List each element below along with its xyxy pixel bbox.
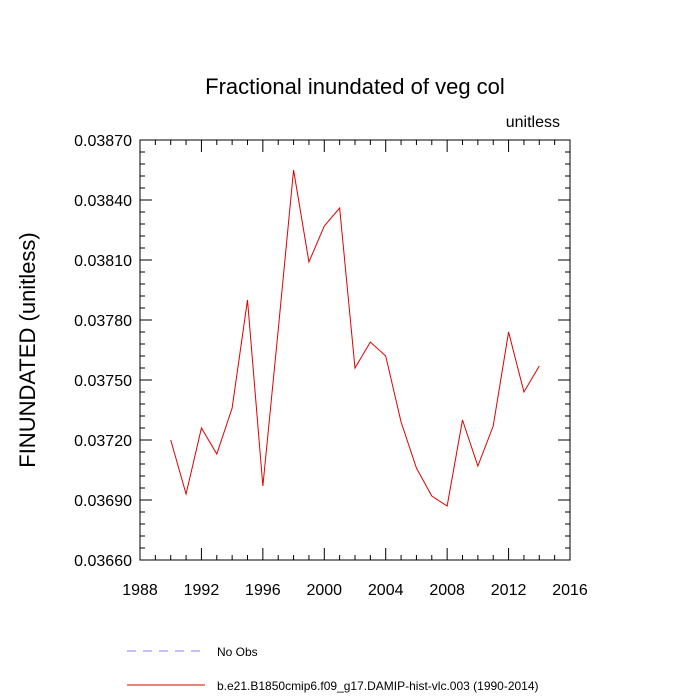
legend-label-model: b.e21.B1850cmip6.f09_g17.DAMIP-hist-vlc.… <box>217 679 539 693</box>
legend: No Obs b.e21.B1850cmip6.f09_g17.DAMIP-his… <box>127 645 539 693</box>
y-axis-label: FINUNDATED (unitless) <box>15 232 40 468</box>
x-tick-label: 1996 <box>245 582 281 599</box>
x-tick-label: 2012 <box>491 582 527 599</box>
units-label: unitless <box>506 114 560 131</box>
x-tick-label: 2000 <box>306 582 342 599</box>
legend-label-no-obs: No Obs <box>217 645 258 659</box>
x-tick-label: 1992 <box>184 582 220 599</box>
y-tick-label: 0.03810 <box>74 253 132 270</box>
y-tick-label: 0.03780 <box>74 313 132 330</box>
y-tick-label: 0.03750 <box>74 373 132 390</box>
axis-ticks: 1988 1992 1996 2000 2004 2008 2012 2016 0.03660 0… <box>74 133 588 599</box>
data-series <box>170 169 540 507</box>
x-tick-label: 1988 <box>122 582 158 599</box>
y-tick-label: 0.03870 <box>74 133 132 150</box>
y-tick-label: 0.03720 <box>74 433 132 450</box>
y-tick-label: 0.03660 <box>74 553 132 570</box>
x-tick-label: 2016 <box>552 582 588 599</box>
y-tick-label: 0.03840 <box>74 193 132 210</box>
chart-title: Fractional inundated of veg col <box>205 74 505 99</box>
x-tick-label: 2004 <box>368 582 404 599</box>
series-line <box>170 169 540 507</box>
y-tick-label: 0.03690 <box>74 493 132 510</box>
x-tick-label: 2008 <box>429 582 465 599</box>
